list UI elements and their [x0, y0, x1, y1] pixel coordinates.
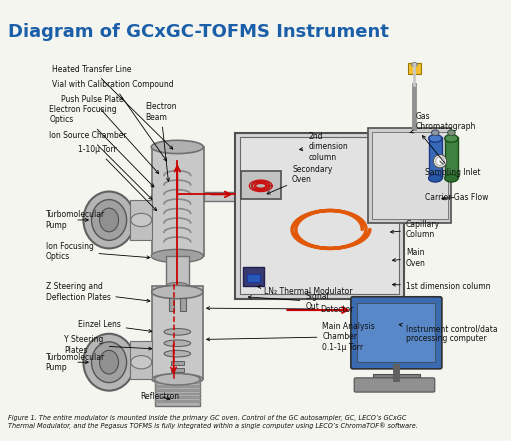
Ellipse shape — [83, 191, 135, 248]
Ellipse shape — [152, 285, 203, 299]
Bar — [130, 341, 152, 379]
Text: Capillary
Column: Capillary Column — [390, 220, 440, 239]
Ellipse shape — [151, 140, 203, 153]
Bar — [154, 385, 200, 387]
Bar — [368, 128, 451, 223]
Text: Figure 1. The entire modulator is mounted inside the primary GC oven. Control of: Figure 1. The entire modulator is mounte… — [8, 415, 417, 429]
Bar — [429, 137, 442, 178]
Text: 1st dimension column: 1st dimension column — [392, 282, 491, 291]
Bar — [243, 267, 264, 286]
Ellipse shape — [431, 130, 439, 135]
Bar — [166, 256, 189, 286]
Ellipse shape — [83, 334, 135, 391]
Bar — [152, 147, 204, 256]
Bar — [180, 298, 186, 311]
Text: Ion Focusing
Optics: Ion Focusing Optics — [45, 242, 150, 261]
Ellipse shape — [91, 342, 127, 383]
Bar — [408, 63, 421, 74]
Text: Electron
Beam: Electron Beam — [145, 102, 177, 181]
Text: Signal
Out: Signal Out — [248, 292, 329, 311]
Ellipse shape — [166, 283, 189, 290]
Text: Main
Oven: Main Oven — [392, 248, 426, 268]
Text: Turbomolecular
Pump: Turbomolecular Pump — [45, 352, 105, 372]
Text: Turbomolecular
Pump: Turbomolecular Pump — [45, 210, 105, 230]
Bar — [171, 368, 184, 372]
Ellipse shape — [100, 208, 119, 232]
Ellipse shape — [91, 200, 127, 240]
Ellipse shape — [164, 340, 191, 347]
Bar — [204, 191, 237, 201]
Bar — [154, 389, 200, 391]
Bar — [235, 133, 404, 299]
Text: Instrument control/data
processing computer: Instrument control/data processing compu… — [399, 323, 498, 344]
Ellipse shape — [251, 181, 270, 191]
Bar — [154, 400, 200, 402]
Bar — [154, 381, 200, 383]
FancyBboxPatch shape — [351, 297, 442, 369]
Bar — [130, 200, 152, 240]
Text: Push Pulse Plate: Push Pulse Plate — [61, 95, 159, 174]
Ellipse shape — [100, 350, 119, 374]
Ellipse shape — [429, 175, 442, 182]
Bar — [152, 286, 203, 379]
Text: Diagram of GCxGC-TOFMS Instrument: Diagram of GCxGC-TOFMS Instrument — [8, 23, 388, 41]
Ellipse shape — [448, 130, 455, 135]
Ellipse shape — [152, 374, 203, 385]
Text: Gas
Chromatograph: Gas Chromatograph — [410, 112, 476, 133]
Bar — [371, 132, 448, 219]
Ellipse shape — [429, 135, 442, 142]
Text: Reflectron: Reflectron — [141, 392, 179, 401]
Text: 2nd
dimension
column: 2nd dimension column — [299, 132, 348, 162]
Bar — [154, 392, 200, 394]
Bar — [154, 396, 200, 398]
Circle shape — [436, 157, 444, 165]
Ellipse shape — [151, 249, 203, 263]
Ellipse shape — [164, 350, 191, 357]
Text: Vial with Calibration Compound: Vial with Calibration Compound — [52, 80, 174, 161]
Text: Einzel Lens: Einzel Lens — [78, 320, 152, 333]
Ellipse shape — [131, 355, 152, 369]
Bar — [358, 303, 435, 362]
Text: LN₂ Thermal Modulator: LN₂ Thermal Modulator — [258, 285, 352, 295]
Text: Electron Focusing
Optics: Electron Focusing Optics — [49, 105, 154, 187]
Circle shape — [433, 154, 447, 168]
Ellipse shape — [445, 175, 458, 182]
Text: Sampling Inlet: Sampling Inlet — [423, 135, 480, 177]
Ellipse shape — [411, 63, 417, 66]
Text: Detector: Detector — [206, 305, 354, 314]
Text: 1-10μ Torr: 1-10μ Torr — [78, 145, 157, 211]
Text: Carrier Gas Flow: Carrier Gas Flow — [425, 193, 488, 202]
Text: Secondary
Oven: Secondary Oven — [267, 165, 333, 194]
Text: Z Steering and
Deflection Plates: Z Steering and Deflection Plates — [45, 282, 150, 302]
Ellipse shape — [154, 374, 200, 385]
Text: Ion Source Chamber: Ion Source Chamber — [49, 131, 152, 199]
Bar — [241, 171, 281, 199]
Text: Y Steering
Plates: Y Steering Plates — [64, 336, 152, 355]
Bar — [445, 137, 458, 178]
Ellipse shape — [164, 329, 191, 335]
Bar — [154, 379, 200, 406]
Bar — [171, 361, 184, 365]
Text: Heated Transfer Line: Heated Transfer Line — [52, 65, 173, 149]
Bar — [373, 374, 420, 380]
Bar — [240, 138, 399, 294]
Text: Main Analysis
Chamber
0.1-1μ Torr: Main Analysis Chamber 0.1-1μ Torr — [206, 321, 375, 351]
FancyBboxPatch shape — [354, 378, 435, 392]
Ellipse shape — [131, 213, 152, 227]
Bar — [169, 298, 174, 311]
Ellipse shape — [445, 135, 458, 142]
Bar — [246, 274, 260, 282]
